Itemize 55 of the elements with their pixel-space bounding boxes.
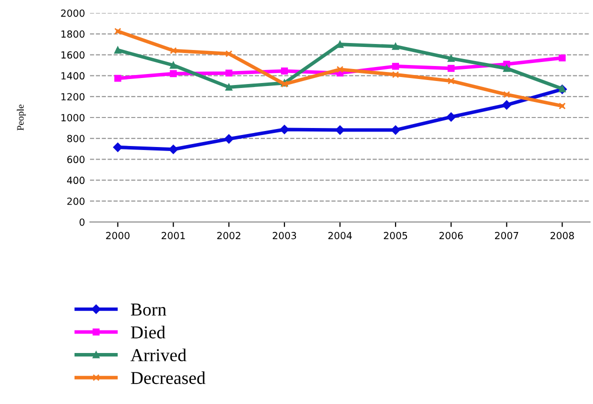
y-tick-label: 600 xyxy=(67,156,84,164)
y-tick-label: 2000 xyxy=(61,9,84,17)
x-tick-label: 2003 xyxy=(272,232,296,240)
point xyxy=(448,54,455,62)
point xyxy=(114,46,122,54)
point xyxy=(113,142,122,152)
y-tick-label: 0 xyxy=(80,218,84,226)
point xyxy=(114,28,122,35)
x-tick-label: 2002 xyxy=(217,232,240,240)
point xyxy=(335,125,345,135)
point xyxy=(392,42,400,50)
point xyxy=(170,47,177,54)
legend-label: Decreased xyxy=(130,371,206,384)
point xyxy=(503,64,510,72)
y-tick-label: 200 xyxy=(67,198,84,205)
x-tick-label: 2001 xyxy=(162,232,185,240)
point xyxy=(114,74,122,82)
point xyxy=(170,70,177,78)
y-tick-label: 1200 xyxy=(61,93,84,100)
point xyxy=(446,112,456,122)
point xyxy=(503,91,510,98)
point xyxy=(280,68,288,74)
point xyxy=(558,102,566,110)
x-tick-label: 2006 xyxy=(439,232,463,240)
y-tick-label: 1400 xyxy=(61,72,84,80)
point xyxy=(280,124,290,134)
x-tick-label: 2008 xyxy=(550,232,574,240)
point xyxy=(390,125,400,135)
point xyxy=(392,71,400,78)
legend-label: Arrived xyxy=(130,348,186,362)
y-tick-label: 1800 xyxy=(61,30,84,38)
y-axis-title: People xyxy=(16,104,26,130)
y-tick-label: 400 xyxy=(67,176,84,184)
point xyxy=(336,66,344,73)
x-tick-label: 2004 xyxy=(328,232,352,240)
x-tick-label: 2007 xyxy=(495,232,518,240)
x-tick-label: 2005 xyxy=(384,232,408,240)
point xyxy=(225,84,232,91)
point xyxy=(448,77,455,84)
y-tick-label: 800 xyxy=(67,134,84,142)
point xyxy=(502,100,512,110)
y-tick-label: 1000 xyxy=(61,114,84,122)
x-tick-label: 2000 xyxy=(106,232,130,240)
point xyxy=(392,62,400,70)
point xyxy=(224,134,234,144)
legend-label: Born xyxy=(130,304,166,316)
point xyxy=(225,50,232,58)
line-series xyxy=(114,28,566,110)
point xyxy=(558,54,566,62)
point xyxy=(225,70,232,77)
y-tick-label: 1600 xyxy=(61,51,84,59)
legend-label: Died xyxy=(130,326,166,338)
point xyxy=(336,40,344,48)
point xyxy=(170,62,177,69)
point xyxy=(448,64,455,72)
